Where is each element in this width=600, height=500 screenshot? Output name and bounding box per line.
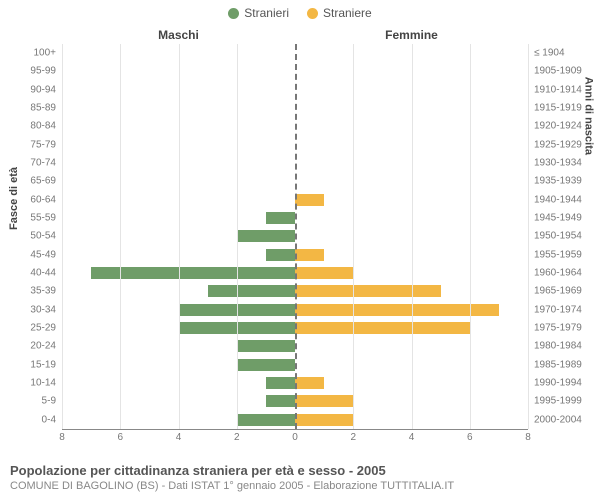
gridline (237, 44, 238, 429)
x-tick: 2 (350, 432, 356, 443)
birth-label: 1920-1924 (528, 121, 582, 132)
birth-label: 1910-1914 (528, 84, 582, 95)
birth-label: 2000-2004 (528, 414, 582, 425)
age-label: 20-24 (30, 341, 62, 352)
female-swatch (307, 8, 318, 19)
age-label: 10-14 (30, 378, 62, 389)
birth-label: 1915-1919 (528, 103, 582, 114)
birth-label: 1935-1939 (528, 176, 582, 187)
bar-female (295, 285, 441, 297)
birth-label: 1960-1964 (528, 268, 582, 279)
y-axis-label-left: Fasce di età (8, 167, 20, 230)
chart-subtitle: COMUNE DI BAGOLINO (BS) - Dati ISTAT 1° … (10, 480, 590, 492)
bar-male (266, 212, 295, 224)
legend-item-male: Stranieri (228, 6, 289, 20)
gridline (62, 44, 63, 429)
column-headers: Maschi Femmine (62, 28, 528, 42)
birth-label: 1985-1989 (528, 359, 582, 370)
birth-label: 1905-1909 (528, 66, 582, 77)
age-label: 100+ (33, 48, 62, 59)
birth-label: 1940-1944 (528, 194, 582, 205)
legend-female-label: Straniere (323, 6, 372, 20)
x-tick: 6 (467, 432, 473, 443)
x-tick: 8 (525, 432, 531, 443)
x-tick: 4 (176, 432, 182, 443)
birth-label: 1975-1979 (528, 323, 582, 334)
bar-male (266, 377, 295, 389)
age-label: 90-94 (30, 84, 62, 95)
bar-male (208, 285, 295, 297)
plot: 100+≤ 190495-991905-190990-941910-191485… (62, 44, 528, 430)
age-label: 30-34 (30, 304, 62, 315)
bar-female (295, 194, 324, 206)
bar-female (295, 377, 324, 389)
birth-label: 1925-1929 (528, 139, 582, 150)
age-label: 15-19 (30, 359, 62, 370)
age-label: 75-79 (30, 139, 62, 150)
age-label: 60-64 (30, 194, 62, 205)
center-line (295, 44, 297, 429)
bar-male (237, 414, 295, 426)
legend: Stranieri Straniere (0, 0, 600, 20)
age-label: 50-54 (30, 231, 62, 242)
x-tick: 2 (234, 432, 240, 443)
y-axis-label-right: Anni di nascita (582, 77, 594, 155)
birth-label: 1930-1934 (528, 158, 582, 169)
birth-label: 1945-1949 (528, 213, 582, 224)
chart-title: Popolazione per cittadinanza straniera p… (10, 463, 590, 478)
header-female: Femmine (295, 28, 528, 42)
x-tick: 0 (292, 432, 298, 443)
birth-label: 1965-1969 (528, 286, 582, 297)
age-label: 80-84 (30, 121, 62, 132)
bar-male (266, 249, 295, 261)
age-label: 45-49 (30, 249, 62, 260)
gridline (179, 44, 180, 429)
gridline (528, 44, 529, 429)
x-axis: 8 6 4 2 0 2 4 6 8 (62, 432, 528, 446)
gridline (412, 44, 413, 429)
gridline (120, 44, 121, 429)
age-label: 65-69 (30, 176, 62, 187)
header-male: Maschi (62, 28, 295, 42)
age-label: 25-29 (30, 323, 62, 334)
birth-label: 1955-1959 (528, 249, 582, 260)
bar-female (295, 395, 353, 407)
x-tick: 4 (409, 432, 415, 443)
bar-male (237, 230, 295, 242)
birth-label: ≤ 1904 (528, 48, 565, 59)
age-label: 70-74 (30, 158, 62, 169)
bar-male (237, 359, 295, 371)
gridline (353, 44, 354, 429)
bar-female (295, 304, 499, 316)
bar-male (266, 395, 295, 407)
chart-area: 100+≤ 190495-991905-190990-941910-191485… (62, 44, 528, 430)
gridline (470, 44, 471, 429)
bar-female (295, 322, 470, 334)
birth-label: 1995-1999 (528, 396, 582, 407)
x-tick: 6 (117, 432, 123, 443)
age-label: 35-39 (30, 286, 62, 297)
bar-female (295, 414, 353, 426)
birth-label: 1990-1994 (528, 378, 582, 389)
age-label: 55-59 (30, 213, 62, 224)
age-label: 85-89 (30, 103, 62, 114)
birth-label: 1980-1984 (528, 341, 582, 352)
bar-female (295, 267, 353, 279)
footer: Popolazione per cittadinanza straniera p… (10, 463, 590, 492)
bar-male (237, 340, 295, 352)
legend-male-label: Stranieri (244, 6, 289, 20)
bar-female (295, 249, 324, 261)
birth-label: 1970-1974 (528, 304, 582, 315)
birth-label: 1950-1954 (528, 231, 582, 242)
legend-item-female: Straniere (307, 6, 372, 20)
x-tick: 8 (59, 432, 65, 443)
male-swatch (228, 8, 239, 19)
bar-male (91, 267, 295, 279)
age-label: 95-99 (30, 66, 62, 77)
age-label: 40-44 (30, 268, 62, 279)
age-label: 5-9 (42, 396, 62, 407)
age-label: 0-4 (42, 414, 62, 425)
